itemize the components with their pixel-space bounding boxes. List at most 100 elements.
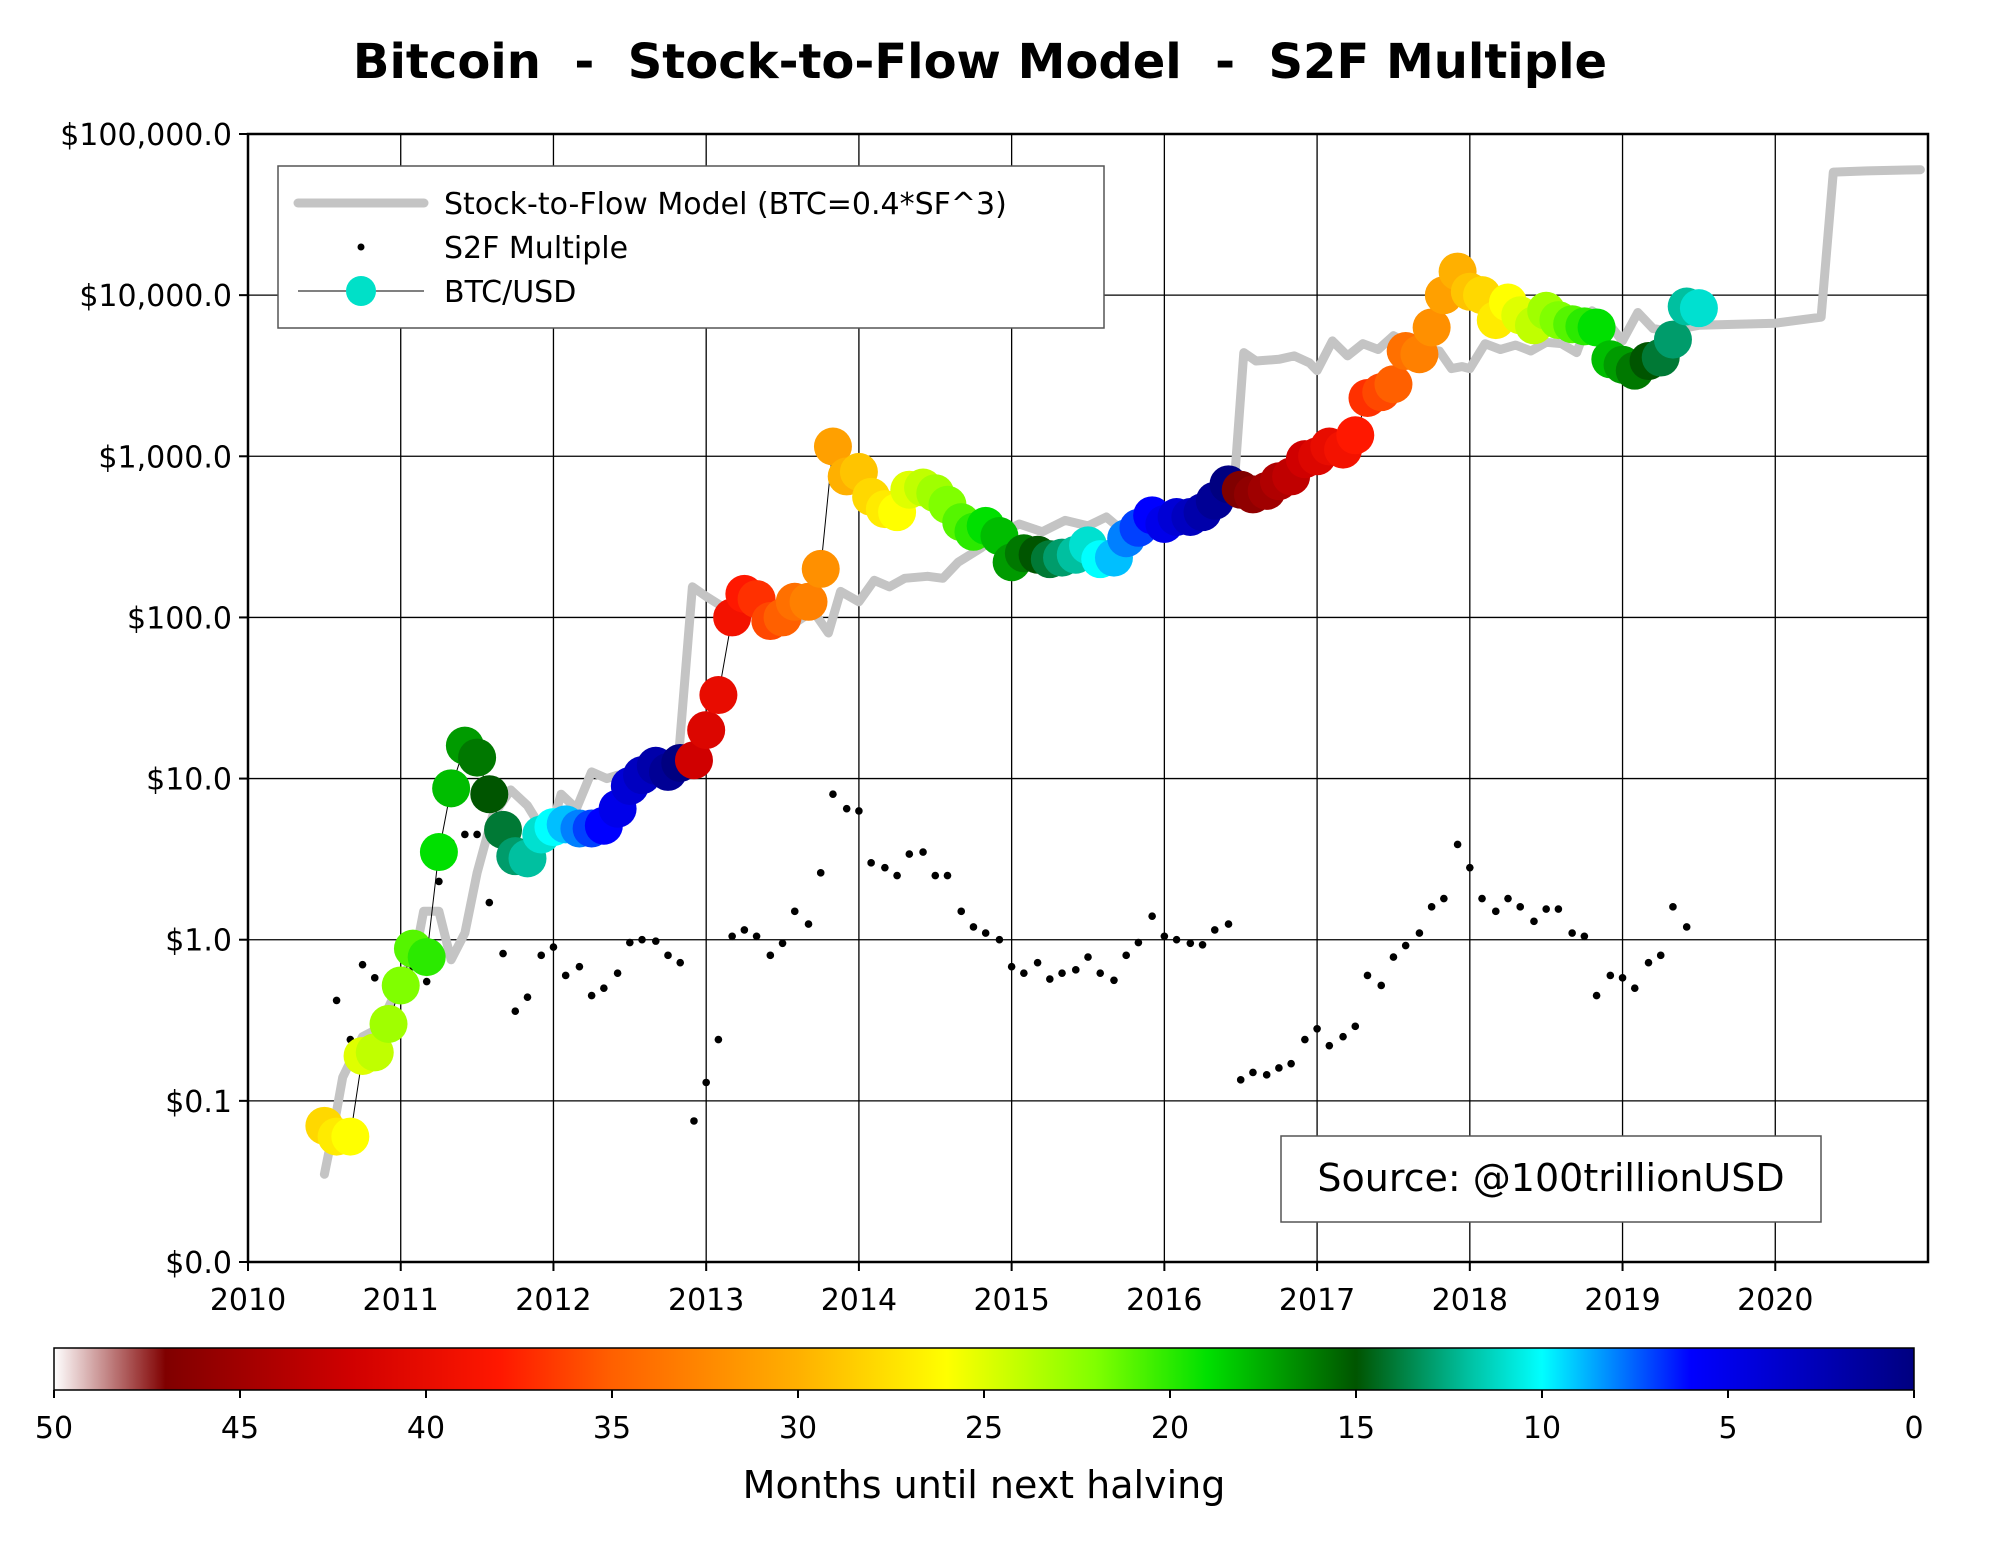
multiple-point	[690, 1117, 698, 1125]
multiple-point	[626, 938, 634, 947]
multiple-point	[1160, 932, 1169, 941]
x-tick-label: 2016	[1126, 1283, 1202, 1318]
multiple-point	[995, 935, 1004, 944]
multiple-point	[1554, 905, 1563, 913]
multiple-point	[664, 951, 672, 960]
y-tick-label: $100.0	[127, 601, 232, 636]
multiple-point	[804, 920, 813, 928]
btc-price-point	[801, 549, 840, 588]
multiple-point	[1210, 926, 1219, 934]
y-tick-label: $1,000.0	[98, 440, 232, 475]
multiple-point	[587, 991, 596, 1000]
multiple-point	[1669, 903, 1677, 911]
colorbar	[53, 1347, 1915, 1391]
x-tick-label: 2010	[210, 1283, 286, 1318]
x-tick-label: 2019	[1584, 1283, 1660, 1318]
x-tick-label: 2020	[1737, 1283, 1813, 1318]
btc-price-point	[470, 775, 509, 814]
multiple-point	[1096, 969, 1105, 977]
colorbar-tick-label: 45	[221, 1411, 259, 1446]
multiple-point	[1401, 941, 1410, 950]
btc-price-point	[432, 769, 471, 808]
multiple-point	[473, 830, 481, 839]
multiple-point	[1122, 951, 1130, 960]
multiple-point	[1682, 923, 1691, 931]
multiple-point	[1198, 940, 1207, 949]
multiple-point	[600, 984, 608, 993]
btc-price-point	[674, 741, 713, 780]
multiple-point	[1466, 863, 1474, 872]
multiple-point	[1236, 1076, 1245, 1084]
legend-label-multiple: S2F Multiple	[444, 231, 628, 266]
multiple-point	[842, 804, 851, 813]
multiple-point	[1630, 984, 1639, 993]
colorbar-ticks: 50 45 40 35 30 25 20 15 10 5 0	[35, 1390, 1924, 1446]
multiple-point	[638, 935, 646, 944]
colorbar-label: Months until next halving	[743, 1463, 1226, 1507]
btc-price-point	[369, 1004, 408, 1043]
multiple-point	[1287, 1059, 1295, 1068]
multiple-point	[1530, 917, 1538, 926]
plot-frame	[246, 132, 1930, 1264]
source-box: Source: @100trillionUSD	[1280, 1135, 1822, 1223]
multiple-point	[1478, 894, 1486, 903]
colorbar-tick-label: 30	[779, 1411, 817, 1446]
colorbar-tick-label: 0	[1904, 1411, 1923, 1446]
multiple-point	[1453, 840, 1462, 849]
btc-price-point	[789, 582, 828, 621]
colorbar-tick-label: 15	[1337, 1411, 1375, 1446]
btc-price-point	[355, 1033, 394, 1072]
multiple-point	[1249, 1068, 1257, 1077]
multiple-point	[537, 951, 546, 960]
colorbar-tick-label: 25	[965, 1411, 1003, 1446]
legend-swatch-multiple	[357, 243, 365, 251]
btc-price-point	[331, 1117, 370, 1156]
multiple-point	[1033, 958, 1042, 967]
multiple-point	[1606, 971, 1615, 980]
btc-price-point	[407, 938, 446, 977]
multiple-point	[1656, 951, 1665, 960]
btc-price-point	[381, 966, 420, 1005]
btc-price-point	[458, 738, 497, 777]
multiple-point	[511, 1007, 520, 1016]
multiple-point	[702, 1078, 710, 1087]
x-tick-label: 2015	[973, 1283, 1049, 1318]
btc-price-point	[1679, 289, 1718, 328]
x-axis: 2010 2011 2012 2013 2014 2015 2016 2017 2018 2019…	[210, 1262, 1813, 1318]
multiple-point	[1491, 907, 1500, 916]
multiple-point	[816, 869, 825, 877]
multiple-point	[943, 871, 952, 880]
multiple-point	[435, 877, 443, 886]
multiple-point	[1172, 935, 1181, 944]
multiple-point	[1313, 1025, 1321, 1033]
btc-price-point	[699, 676, 738, 715]
multiple-point	[740, 926, 749, 934]
multiple-point	[1351, 1022, 1360, 1031]
multiple-point	[1363, 971, 1372, 980]
multiple-point	[829, 790, 837, 798]
multiple-point	[1389, 953, 1398, 961]
s2f-multiple-series	[332, 790, 1691, 1125]
multiple-point	[1224, 920, 1233, 928]
x-tick-label: 2011	[363, 1283, 439, 1318]
multiple-point	[881, 863, 889, 872]
multiple-point	[1568, 929, 1576, 937]
multiple-point	[957, 907, 966, 916]
x-tick-label: 2014	[821, 1283, 897, 1318]
x-tick-label: 2017	[1279, 1283, 1355, 1318]
multiple-point	[1007, 962, 1016, 971]
multiple-point	[1262, 1071, 1271, 1079]
multiple-point	[1134, 938, 1143, 947]
multiple-point	[485, 898, 494, 907]
multiple-point	[1084, 953, 1092, 961]
model-line	[319, 165, 1925, 1179]
multiple-point	[1148, 912, 1156, 920]
multiple-point	[931, 871, 940, 880]
multiple-point	[728, 932, 736, 941]
btc-price-point	[419, 833, 458, 872]
btc-price-point	[1577, 308, 1616, 347]
y-tick-label: $0.0	[165, 1246, 232, 1281]
multiple-point	[499, 949, 507, 958]
x-tick-label: 2012	[515, 1283, 591, 1318]
btc-price-point	[1374, 365, 1413, 404]
